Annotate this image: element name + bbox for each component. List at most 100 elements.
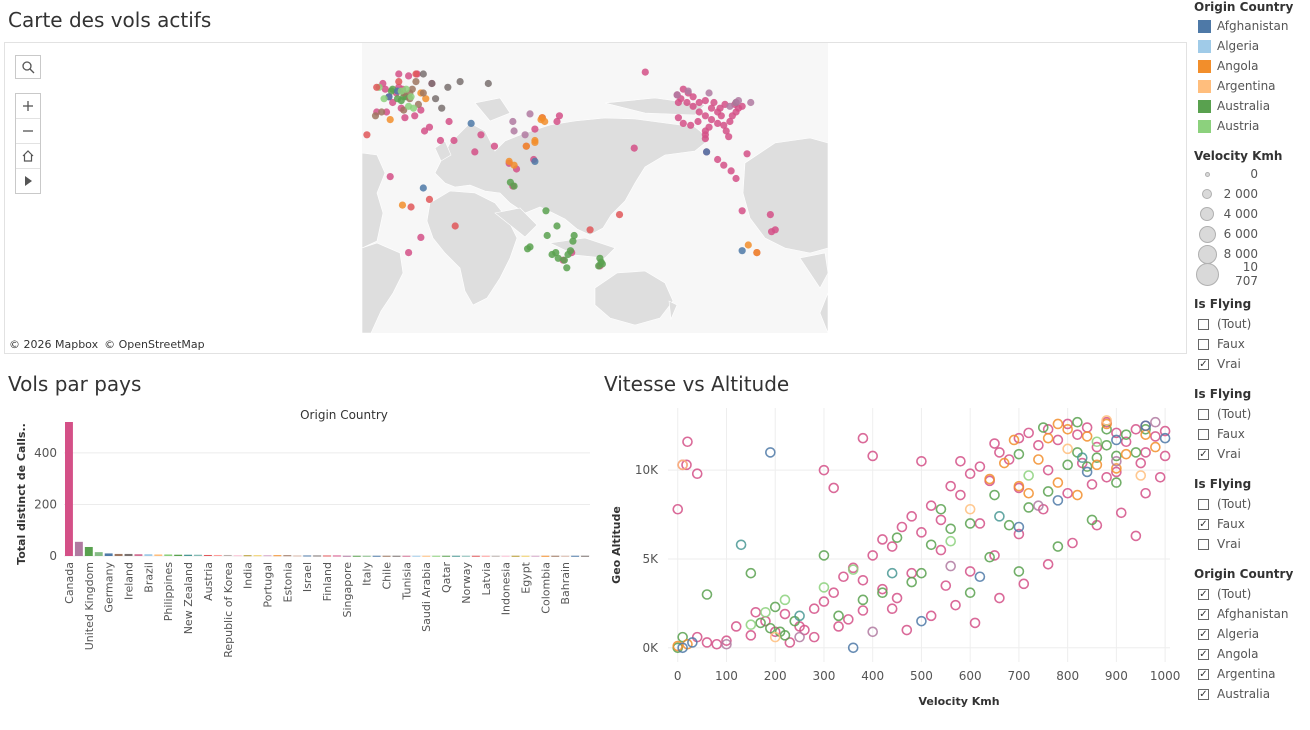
- scatter-point[interactable]: [828, 482, 840, 494]
- map-flight-point[interactable]: [401, 114, 409, 122]
- scatter-point[interactable]: [994, 447, 1005, 458]
- map-flight-point[interactable]: [673, 91, 681, 99]
- scatter-point[interactable]: [847, 642, 859, 654]
- scatter-point[interactable]: [1111, 427, 1122, 439]
- map-flight-point[interactable]: [407, 203, 415, 211]
- map-flight-point[interactable]: [726, 117, 734, 126]
- scatter-point[interactable]: [1140, 429, 1151, 440]
- scatter-point[interactable]: [857, 605, 869, 616]
- scatter-point[interactable]: [1120, 436, 1132, 448]
- scatter-point[interactable]: [974, 461, 986, 472]
- zoom-out-button[interactable]: [16, 119, 40, 144]
- reset-view-button[interactable]: [16, 144, 40, 169]
- map-flight-point[interactable]: [542, 207, 550, 215]
- map-flight-point[interactable]: [566, 247, 575, 255]
- map-flight-point[interactable]: [714, 155, 722, 164]
- bar[interactable]: [521, 555, 530, 557]
- bar[interactable]: [402, 555, 411, 557]
- map-flight-point[interactable]: [674, 98, 682, 107]
- filter-option[interactable]: ✓ Vrai: [1194, 354, 1308, 374]
- bar[interactable]: [283, 555, 292, 557]
- map-flight-point[interactable]: [395, 70, 403, 78]
- scatter-point[interactable]: [964, 518, 976, 529]
- map-flight-point[interactable]: [552, 249, 560, 257]
- map-flight-point[interactable]: [531, 138, 539, 146]
- map-flight-point[interactable]: [738, 102, 746, 110]
- bar[interactable]: [144, 554, 153, 556]
- map-flight-point[interactable]: [701, 131, 709, 139]
- bar[interactable]: [184, 554, 193, 556]
- origin-legend-item[interactable]: Argentina: [1194, 76, 1308, 96]
- osm-credit[interactable]: © OpenStreetMap: [104, 338, 205, 351]
- checkbox-checked-icon[interactable]: ✓: [1198, 448, 1209, 460]
- scatter-point[interactable]: [925, 500, 937, 511]
- scatter-point[interactable]: [950, 599, 961, 611]
- scatter-point[interactable]: [969, 617, 981, 629]
- scatter-point[interactable]: [789, 615, 801, 627]
- map-flight-point[interactable]: [563, 264, 571, 272]
- scatter-point[interactable]: [906, 576, 917, 588]
- map-flight-point[interactable]: [510, 127, 518, 135]
- scatter-point[interactable]: [691, 631, 703, 643]
- scatter-point[interactable]: [1091, 459, 1103, 471]
- bar[interactable]: [293, 555, 302, 557]
- scatter-point[interactable]: [1072, 447, 1083, 458]
- checkbox-checked-icon[interactable]: ✓: [1198, 648, 1209, 660]
- bar[interactable]: [501, 555, 510, 557]
- scatter-point[interactable]: [677, 459, 688, 471]
- filter-option[interactable]: Faux: [1194, 334, 1308, 354]
- scatter-point[interactable]: [833, 610, 844, 622]
- scatter-point[interactable]: [1120, 429, 1132, 440]
- scatter-point[interactable]: [1037, 422, 1049, 433]
- scatter-point[interactable]: [1023, 427, 1034, 439]
- scatter-point[interactable]: [1086, 514, 1098, 526]
- scatter-point[interactable]: [1111, 466, 1122, 478]
- scatter-chart[interactable]: 0 100 200 300 400 500 600 700 800 900 1000 0K 5K 10K V…: [600, 400, 1180, 715]
- scatter-point[interactable]: [833, 621, 844, 632]
- map-flight-point[interactable]: [598, 260, 606, 268]
- scatter-point[interactable]: [1042, 486, 1054, 497]
- scatter-point[interactable]: [994, 592, 1005, 604]
- map-flight-point[interactable]: [417, 233, 425, 241]
- map-flight-point[interactable]: [450, 136, 458, 145]
- scatter-point[interactable]: [916, 527, 927, 538]
- bar[interactable]: [65, 422, 73, 556]
- map-flight-point[interactable]: [371, 112, 380, 120]
- map-flight-point[interactable]: [701, 97, 709, 105]
- scatter-point[interactable]: [984, 473, 995, 485]
- checkbox-icon[interactable]: [1198, 338, 1209, 350]
- map-flight-point[interactable]: [684, 87, 692, 95]
- scatter-point[interactable]: [1101, 418, 1112, 430]
- checkbox-icon[interactable]: [1198, 498, 1209, 510]
- scatter-point[interactable]: [1115, 507, 1127, 519]
- map-flight-point[interactable]: [596, 254, 604, 262]
- map-flight-point[interactable]: [422, 95, 430, 103]
- map-flight-point[interactable]: [694, 117, 702, 126]
- scatter-point[interactable]: [1033, 440, 1044, 451]
- bar[interactable]: [243, 555, 252, 557]
- filter-option[interactable]: (Tout): [1194, 494, 1308, 514]
- scatter-point[interactable]: [998, 457, 1010, 469]
- scatter-point[interactable]: [1159, 425, 1171, 437]
- bar[interactable]: [481, 555, 490, 557]
- scatter-point[interactable]: [945, 560, 956, 572]
- map-flight-point[interactable]: [381, 85, 389, 93]
- map-flight-point[interactable]: [531, 125, 539, 133]
- scatter-point[interactable]: [687, 637, 698, 648]
- map-flight-point[interactable]: [727, 167, 735, 175]
- bar[interactable]: [104, 553, 113, 556]
- map-canvas[interactable]: [5, 43, 1186, 353]
- scatter-point[interactable]: [799, 624, 810, 636]
- map-flight-point[interactable]: [438, 104, 446, 112]
- bar[interactable]: [94, 552, 103, 556]
- scatter-point[interactable]: [1072, 416, 1083, 428]
- scatter-point[interactable]: [1159, 450, 1171, 462]
- map-flight-point[interactable]: [701, 112, 709, 120]
- map-flight-point[interactable]: [689, 93, 697, 101]
- scatter-point[interactable]: [1150, 441, 1161, 453]
- map-flight-point[interactable]: [531, 157, 539, 165]
- scatter-point[interactable]: [955, 455, 966, 467]
- map-flight-point[interactable]: [725, 133, 733, 141]
- map-flight-point[interactable]: [732, 174, 740, 183]
- scatter-point[interactable]: [750, 606, 762, 618]
